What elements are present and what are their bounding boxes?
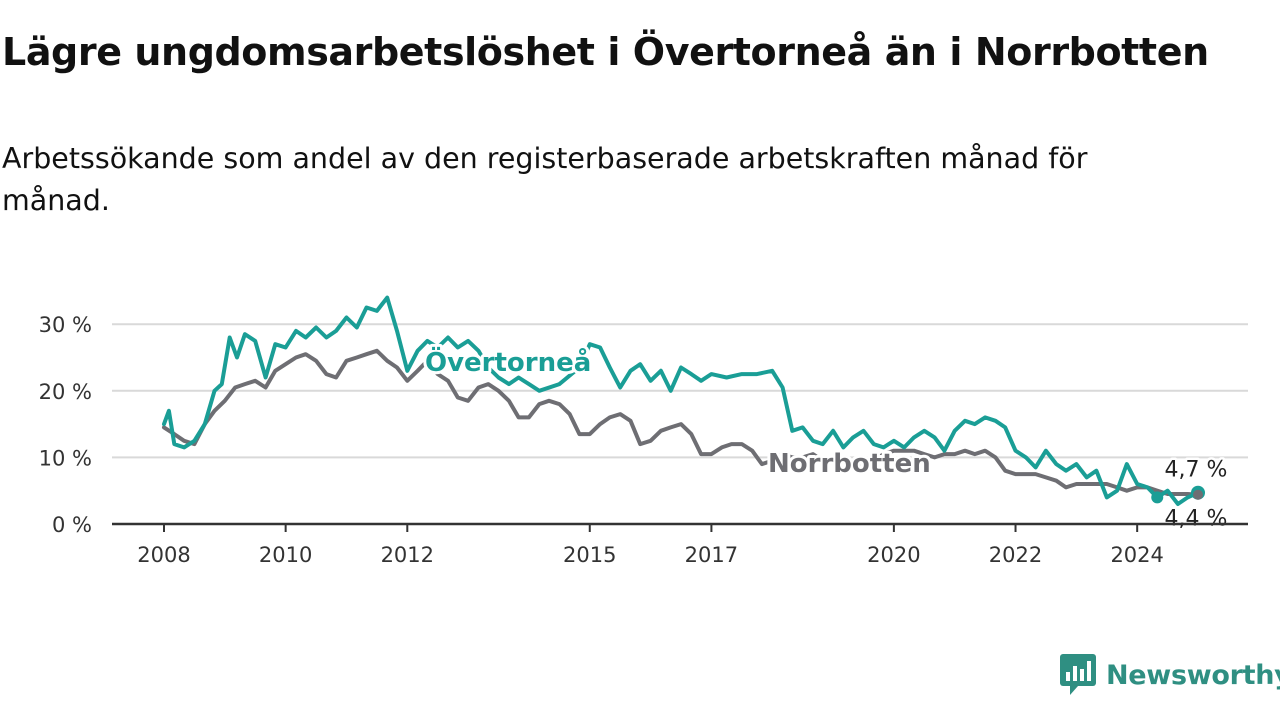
series-line-övertorneå (162, 295, 1200, 506)
x-tick-label: 2022 (989, 543, 1042, 567)
series-marker (1151, 491, 1164, 504)
y-tick-label: 30 % (39, 313, 92, 337)
y-tick-label: 20 % (39, 380, 92, 404)
series-label-norrbotten: Norrbotten (768, 449, 931, 479)
x-tick-label: 2020 (867, 543, 920, 567)
series-label-övertorneå: Övertorneå (425, 345, 591, 378)
x-tick-label: 2024 (1110, 543, 1163, 567)
newsworthy-logo[interactable]: Newsworthy (1060, 654, 1280, 696)
x-tick-label: 2008 (137, 543, 190, 567)
y-tick-label: 0 % (52, 513, 92, 537)
end-point-marker (1193, 489, 1203, 500)
brand-name: Newsworthy (1106, 659, 1280, 691)
x-tick-label: 2015 (563, 543, 616, 567)
chart-subtitle: Arbetssökande som andel av den registerb… (2, 142, 1088, 217)
y-tick-label: 10 % (39, 446, 92, 470)
series-layer (162, 295, 1200, 506)
x-tick-label: 2017 (685, 543, 738, 567)
end-value-label: 4,7 % (1165, 458, 1228, 483)
x-tick-label: 2012 (381, 543, 434, 567)
x-tick-label: 2010 (259, 543, 312, 567)
series-labels: Övertorneå Norrbotten 4,7 % 4,4 % (422, 342, 1230, 534)
series-line-norrbotten (162, 348, 1200, 497)
chart-title: Lägre ungdomsarbetslöshet i Övertorneå ä… (2, 30, 1209, 74)
y-tick-labels: 0 % 10 % 20 % 30 % (39, 313, 92, 537)
grid-layer (112, 323, 1248, 459)
newsworthy-chart-icon (1060, 654, 1096, 695)
x-axis: 2008 2010 2012 2015 2017 2020 2022 2024 (112, 522, 1248, 567)
end-value-label: 4,4 % (1165, 507, 1228, 532)
